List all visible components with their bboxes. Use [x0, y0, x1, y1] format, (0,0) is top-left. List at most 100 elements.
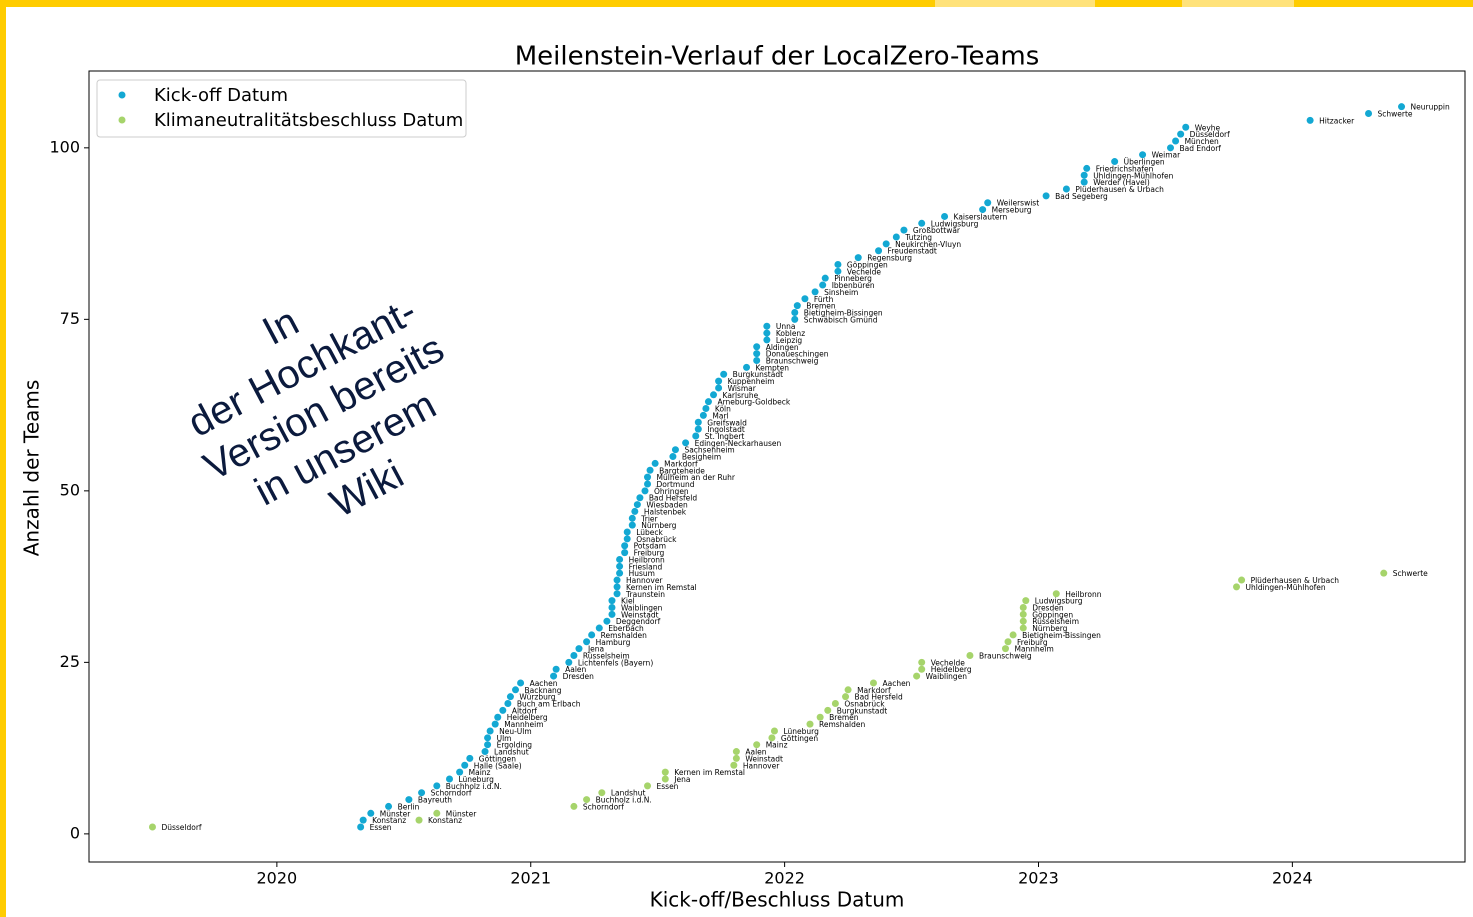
point	[732, 754, 740, 762]
point	[1019, 603, 1027, 611]
point-label: München	[1185, 137, 1219, 146]
point	[1019, 610, 1027, 618]
point-label: Göttingen	[781, 734, 818, 743]
y-tick-label: 100	[49, 137, 80, 156]
point	[595, 624, 603, 632]
point	[743, 363, 751, 371]
point	[821, 274, 829, 282]
point	[892, 233, 900, 241]
point-label: Lübeck	[636, 528, 663, 537]
point-label: Kernen im Remstal	[674, 768, 745, 777]
point	[484, 734, 492, 742]
point-label: Waiblingen	[926, 672, 968, 681]
point	[791, 308, 799, 316]
point	[1238, 576, 1246, 584]
legend: Kick-off Datum Klimaneutralitätsbeschluss…	[96, 79, 467, 138]
point	[385, 802, 393, 810]
point	[1380, 569, 1388, 577]
point-label: Münster	[446, 809, 477, 818]
point	[984, 199, 992, 207]
point-label: Göppingen	[1032, 610, 1073, 619]
point	[770, 727, 778, 735]
point	[763, 322, 771, 330]
point	[966, 652, 974, 660]
point	[854, 254, 862, 262]
point	[148, 823, 156, 831]
point	[816, 713, 824, 721]
point-label: Konstanz	[428, 816, 462, 825]
point	[710, 391, 718, 399]
point-label: Bietigheim-Bissingen	[804, 308, 883, 317]
y-tick-label: 75	[60, 309, 80, 328]
point-label: Jena	[587, 645, 604, 654]
point-label: Mainz	[469, 768, 491, 777]
point	[824, 706, 832, 714]
point	[644, 782, 652, 790]
point-label: Landshut	[494, 748, 529, 757]
point-label: Freiburg	[1017, 638, 1048, 647]
point	[806, 720, 814, 728]
point-label: Bietigheim-Bissingen	[1022, 631, 1101, 640]
point-label: Berlin	[398, 802, 420, 811]
axes-frame	[88, 70, 1466, 863]
x-tick-label: 2020	[257, 869, 298, 888]
point-label: Göttingen	[479, 754, 516, 763]
point-label: Schorndorf	[583, 802, 624, 811]
point	[644, 480, 652, 488]
point	[869, 679, 877, 687]
point-label: Weimar	[1152, 151, 1182, 160]
point-label: Ulm	[497, 734, 512, 743]
point-label: St. Ingbert	[705, 432, 745, 441]
point-label: Aalen	[565, 665, 586, 674]
point-label: Husum	[629, 569, 655, 578]
point	[1019, 624, 1027, 632]
point	[1080, 178, 1088, 186]
legend-label: Klimaneutralitätsbeschluss Datum	[154, 110, 463, 131]
point	[504, 700, 512, 708]
point	[621, 542, 629, 550]
point-label: Uhldingen-Mühlhofen	[1246, 583, 1326, 592]
point-label: Eberbach	[608, 624, 644, 633]
point-label: Wismar	[728, 384, 757, 393]
point	[1111, 158, 1119, 166]
point-label: Heilbronn	[629, 555, 665, 564]
point	[763, 329, 771, 337]
point-label: Osnabrück	[636, 535, 677, 544]
point-label: Ludwigsburg	[1035, 597, 1083, 606]
point-label: Schwerte	[1393, 569, 1428, 578]
point	[550, 672, 558, 680]
point-label: Düsseldorf	[1190, 130, 1230, 139]
point-label: Burgkunstadt	[733, 370, 783, 379]
point-label: Schwäbisch Gmünd	[804, 315, 878, 324]
x-axis-label: Kick-off/Beschluss Datum	[650, 888, 905, 912]
point	[819, 281, 827, 289]
point	[753, 357, 761, 365]
point	[651, 459, 659, 467]
point	[1001, 645, 1009, 653]
point-label: Bayreuth	[418, 796, 452, 805]
point	[1306, 116, 1314, 124]
point-label: Konstanz	[372, 816, 406, 825]
point-label: Koblenz	[776, 329, 805, 338]
point-label: Mannheim	[504, 720, 543, 729]
point	[918, 665, 926, 673]
point-label: Überlingen	[1124, 158, 1165, 167]
point	[661, 768, 669, 776]
legend-box	[96, 79, 467, 138]
point	[405, 796, 413, 804]
point	[720, 370, 728, 378]
point-label: Hannover	[626, 576, 663, 585]
point	[418, 789, 426, 797]
point	[623, 528, 631, 536]
point-label: Fürth	[814, 295, 834, 304]
point-label: Bargteheide	[659, 466, 705, 475]
point	[669, 453, 677, 461]
point-label: Karlsruhe	[723, 391, 759, 400]
point-label: Besigheim	[682, 453, 721, 462]
point	[1083, 164, 1091, 172]
point	[699, 411, 707, 419]
top-border-accent	[935, 0, 1095, 7]
point	[481, 748, 489, 756]
point-label: Aldingen	[766, 343, 799, 352]
point	[616, 562, 624, 570]
